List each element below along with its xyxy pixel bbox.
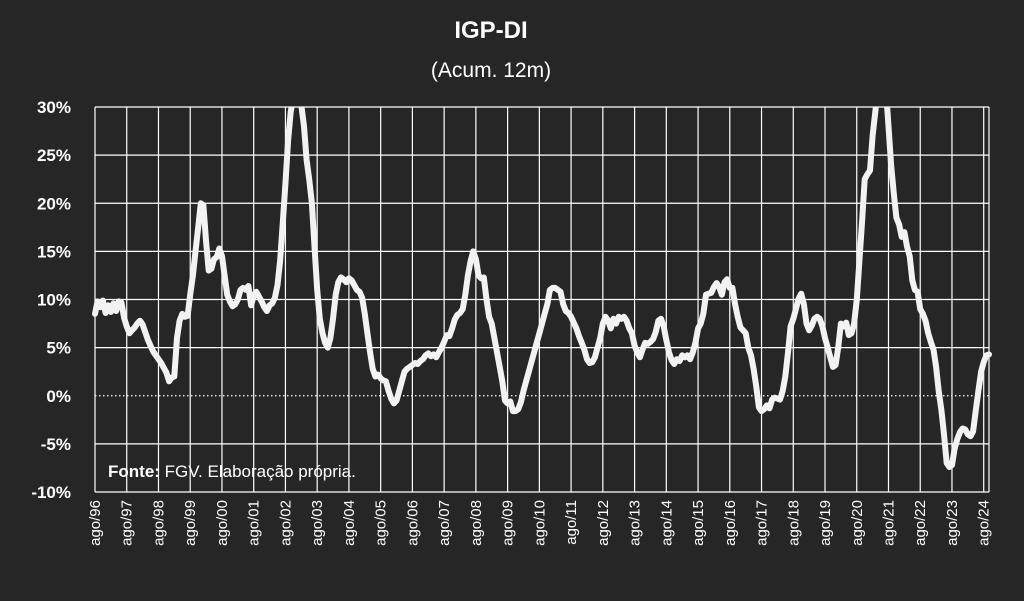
x-tick-label: ago/11: [563, 500, 580, 545]
x-tick-label: ago/21: [880, 500, 897, 546]
x-tick-label: ago/19: [817, 500, 834, 546]
x-tick-label: ago/14: [658, 500, 675, 546]
x-tick-label: ago/18: [785, 500, 802, 546]
x-tick-label: ago/04: [341, 500, 358, 546]
x-tick-label: ago/23: [944, 500, 961, 546]
x-tick-label: ago/02: [277, 500, 294, 546]
chart-subtitle: (Acum. 12m): [431, 59, 551, 82]
x-tick-label: ago/15: [690, 500, 707, 546]
y-tick-label: 5%: [46, 339, 71, 358]
igp-di-series-line: [92, 107, 992, 470]
y-tick-label: -5%: [41, 435, 71, 454]
x-tick-label: ago/20: [849, 500, 866, 546]
x-tick-label: ago/08: [468, 500, 485, 546]
source-text: FGV. Elaboração própria.: [160, 462, 356, 481]
x-tick-label: ago/17: [754, 500, 771, 546]
x-tick-label: ago/03: [309, 500, 326, 546]
y-tick-label: -10%: [31, 483, 71, 502]
x-tick-label: ago/01: [246, 500, 263, 546]
y-tick-label: 0%: [46, 387, 71, 406]
x-tick-label: ago/10: [531, 500, 548, 546]
y-tick-label: 20%: [37, 194, 71, 213]
x-tick-label: ago/24: [976, 500, 993, 546]
x-tick-label: ago/22: [912, 500, 929, 546]
y-tick-label: 10%: [37, 291, 71, 310]
y-axis-ticks: -10% -5% 0% 5% 10% 15% 20% 25% 30%: [31, 98, 71, 502]
x-tick-label: ago/96: [87, 500, 104, 546]
x-axis-ticks: ago/96 ago/97 ago/98 ago/99 ago/00 ago/01 ago/…: [87, 500, 993, 546]
x-tick-label: ago/13: [627, 500, 644, 546]
x-tick-label: ago/16: [722, 500, 739, 546]
x-tick-label: ago/06: [404, 500, 421, 546]
x-tick-label: ago/97: [119, 500, 136, 546]
source-note: Fonte: FGV. Elaboração própria.: [108, 462, 356, 481]
x-tick-label: ago/00: [214, 500, 231, 546]
x-tick-label: ago/05: [373, 500, 390, 546]
y-tick-label: 30%: [37, 98, 71, 117]
x-tick-label: ago/07: [436, 500, 453, 546]
source-label: Fonte:: [108, 462, 160, 481]
x-tick-label: ago/09: [500, 500, 517, 546]
x-tick-label: ago/12: [595, 500, 612, 546]
chart-title: IGP-DI: [454, 17, 527, 44]
x-tick-label: ago/99: [182, 500, 199, 546]
y-tick-label: 25%: [37, 146, 71, 165]
x-tick-label: ago/98: [150, 500, 167, 546]
y-tick-label: 15%: [37, 242, 71, 261]
